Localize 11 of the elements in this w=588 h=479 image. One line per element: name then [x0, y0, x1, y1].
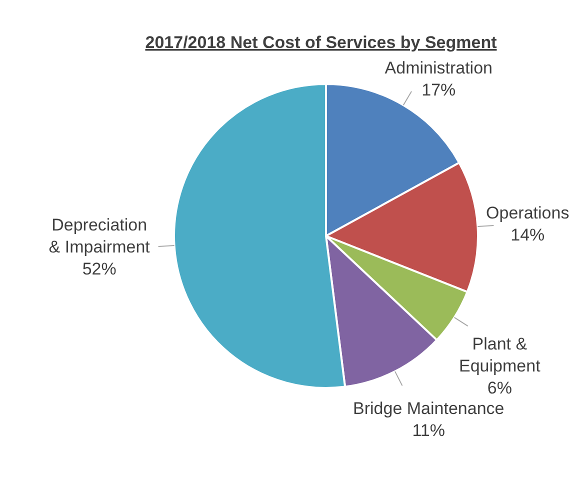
data-label: 52%: [82, 259, 116, 278]
slice-label: Operations: [486, 204, 570, 223]
slice-label: Bridge Maintenance: [353, 399, 504, 418]
slice-label: Depreciation & Impairment: [48, 215, 150, 256]
data-label: 14%: [510, 226, 545, 245]
data-label: 11%: [412, 421, 446, 440]
slice-label: Administration: [384, 58, 493, 78]
chart-title: 2017/2018 Net Cost of Services by Segment: [145, 33, 498, 52]
data-label: 17%: [422, 80, 456, 100]
data-label: 6%: [487, 378, 512, 398]
slice-label: Plant & Equipment: [459, 334, 541, 376]
